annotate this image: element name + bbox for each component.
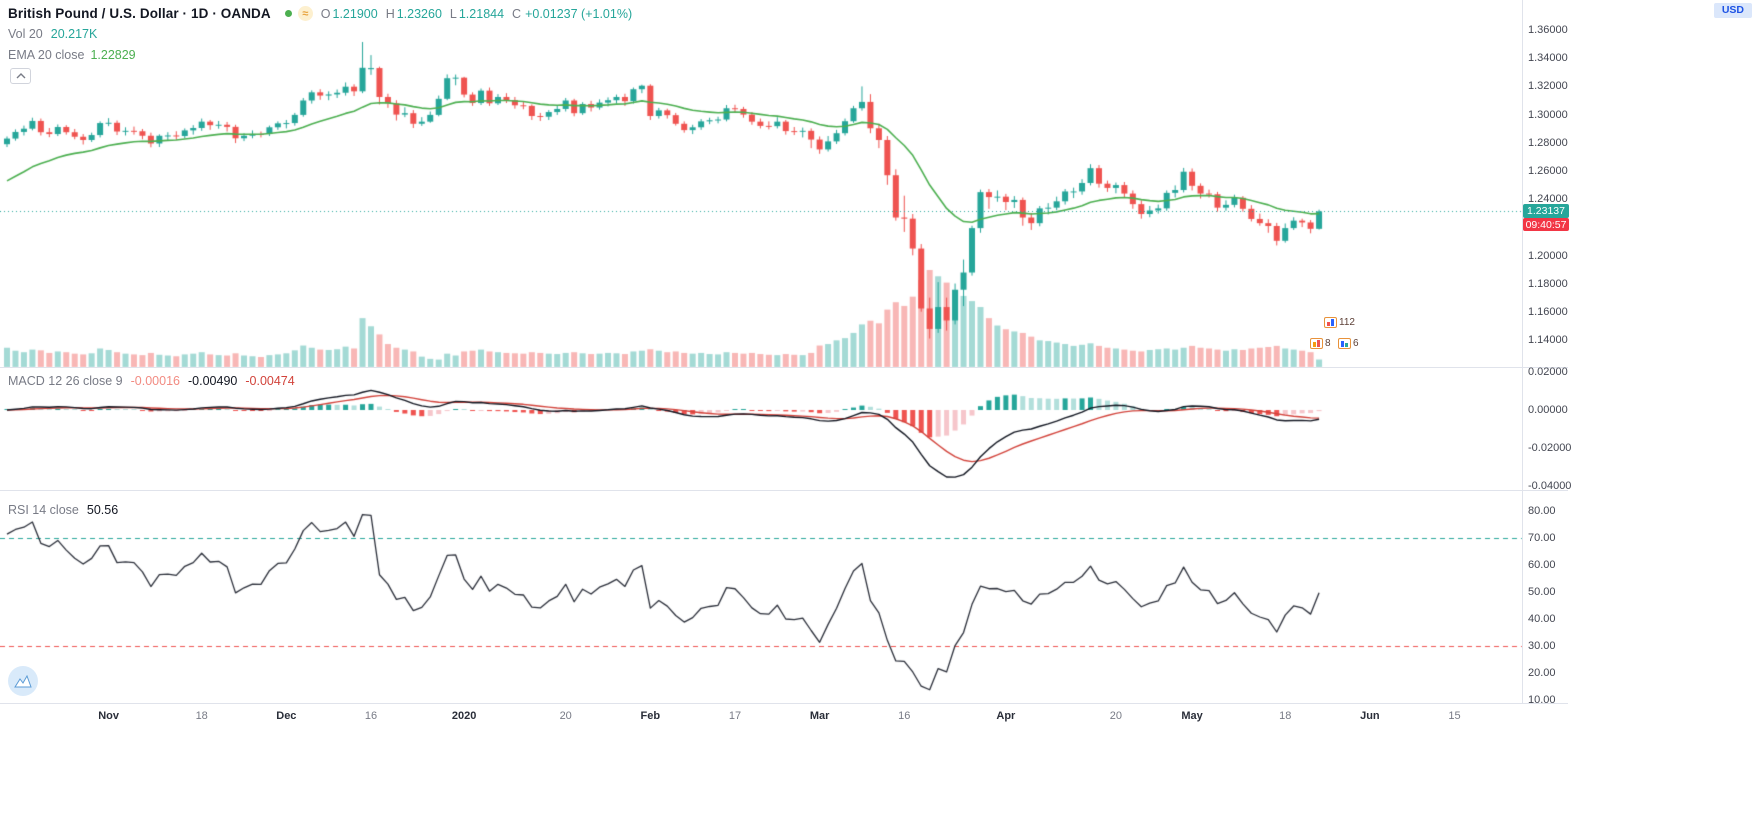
rsi-legend[interactable]: RSI 14 close 50.56	[8, 503, 118, 517]
ohlc-high-value: 1.23260	[396, 6, 442, 21]
time-axis-label: Feb	[640, 710, 661, 722]
price-axis[interactable]: 1.23137 09:40:57 1.36000 1.34000 1.32000 1.…	[1523, 0, 1760, 727]
main-symbol-legend[interactable]: British Pound / U.S. Dollar · 1D · OANDA…	[8, 6, 632, 21]
axis-label: 1.30000	[1528, 108, 1568, 121]
macd-signal-value: -0.00474	[245, 374, 295, 388]
stacked-markers-badge[interactable]: 8	[1310, 338, 1331, 349]
axis-label: 1.36000	[1528, 24, 1568, 36]
macd-hist-value: -0.00016	[130, 374, 180, 388]
approx-realtime-icon: ≈	[297, 6, 313, 21]
time-axis-label: Jun	[1360, 710, 1380, 722]
time-axis[interactable]: Nov 18 Dec 16 2020 20 Feb 17 Mar 16 Apr 20 May 18 Jun 1…	[0, 704, 1568, 728]
axis-label: 40.00	[1528, 613, 1556, 625]
collapse-indicators-button[interactable]	[10, 68, 31, 84]
time-axis-label: 16	[364, 710, 378, 722]
currency-toggle-button[interactable]: USD	[1713, 3, 1752, 18]
price-axis-border	[1522, 0, 1523, 704]
time-axis-label: 20	[1109, 710, 1123, 722]
pane-divider-rsi[interactable]	[0, 490, 1568, 491]
axis-label: 1.32000	[1528, 80, 1568, 93]
axis-label: 0.02000	[1528, 366, 1568, 378]
macd-legend[interactable]: MACD 12 26 close 9 -0.00016 -0.00490 -0.…	[8, 374, 295, 388]
axis-label: -0.04000	[1528, 480, 1572, 492]
time-axis-label: Mar	[809, 710, 830, 722]
axis-label: 1.28000	[1528, 136, 1568, 149]
macd-line-value: -0.00490	[188, 374, 238, 388]
volume-legend-value: 20.217K	[50, 27, 98, 41]
axis-label: 1.20000	[1528, 249, 1568, 262]
time-axis-label: 16	[898, 710, 911, 722]
rsi-legend-label: RSI 14 close	[8, 503, 79, 517]
ohlc-high-label: H	[385, 6, 395, 21]
ema-legend-value: 1.22829	[90, 48, 136, 62]
marker-count: 8	[1325, 338, 1331, 349]
stacked-markers-badge[interactable]: 6	[1338, 338, 1359, 349]
time-axis-label: Apr	[996, 710, 1016, 722]
ohlc-low-value: 1.21844	[458, 6, 505, 21]
ema-legend-label: EMA 20 close	[8, 48, 85, 62]
ohlc-open-value: 1.21900	[332, 6, 378, 21]
mini-chart-icon	[1310, 338, 1323, 349]
area-chart-icon	[14, 674, 32, 687]
stacked-markers-badge[interactable]: 112	[1324, 317, 1355, 328]
ohlc-close-label: C	[512, 6, 522, 21]
time-axis-label: May	[1181, 710, 1203, 722]
symbol-title[interactable]: British Pound / U.S. Dollar · 1D · OANDA	[8, 6, 271, 21]
axis-label: 60.00	[1528, 559, 1556, 571]
axis-label: 1.26000	[1528, 165, 1568, 177]
time-axis-label: 2020	[451, 710, 477, 722]
time-axis-label: Nov	[98, 710, 119, 722]
axis-label: 1.14000	[1528, 334, 1568, 347]
pane-divider-macd[interactable]	[0, 367, 1568, 368]
marker-count: 112	[1339, 317, 1355, 328]
countdown-badge: 09:40:57	[1523, 218, 1569, 232]
time-axis-label: 20	[559, 710, 572, 722]
ohlc-change-value: +0.01237 (+1.01%)	[525, 6, 633, 21]
macd-legend-label: MACD 12 26 close 9	[8, 374, 123, 388]
time-axis-label: 15	[1448, 710, 1461, 722]
axis-label: 1.16000	[1528, 306, 1568, 318]
market-status-icon	[284, 10, 292, 17]
axis-label: -0.02000	[1528, 442, 1572, 454]
volume-legend[interactable]: Vol 20 20.217K	[8, 27, 97, 41]
time-axis-label: 17	[728, 710, 742, 722]
axis-label: 1.34000	[1528, 52, 1568, 65]
axis-label: 10.00	[1528, 694, 1556, 706]
chevron-up-icon	[16, 73, 25, 79]
time-axis-border	[0, 703, 1568, 704]
time-axis-label: Dec	[276, 710, 297, 722]
axis-label: 70.00	[1528, 532, 1556, 544]
tradingview-logo-button[interactable]	[8, 666, 38, 696]
time-axis-label: 18	[195, 710, 208, 722]
axis-label: 1.24000	[1528, 193, 1568, 206]
ema-legend[interactable]: EMA 20 close 1.22829	[8, 48, 136, 62]
axis-label: 80.00	[1528, 505, 1556, 517]
mini-chart-icon	[1338, 338, 1351, 349]
axis-label: 0.00000	[1528, 404, 1568, 416]
axis-label: 50.00	[1528, 586, 1556, 598]
ohlc-low-label: L	[449, 6, 457, 21]
volume-legend-label: Vol 20	[8, 27, 43, 41]
last-price-badge: 1.23137	[1523, 204, 1569, 219]
marker-count: 6	[1353, 338, 1359, 349]
axis-label: 1.18000	[1528, 277, 1568, 290]
mini-chart-icon	[1324, 317, 1337, 328]
axis-label: 20.00	[1528, 667, 1556, 679]
ohlc-open-label: O	[320, 6, 331, 21]
rsi-legend-value: 50.56	[86, 503, 119, 517]
axis-label: 30.00	[1528, 640, 1556, 652]
time-axis-label: 18	[1279, 710, 1292, 722]
